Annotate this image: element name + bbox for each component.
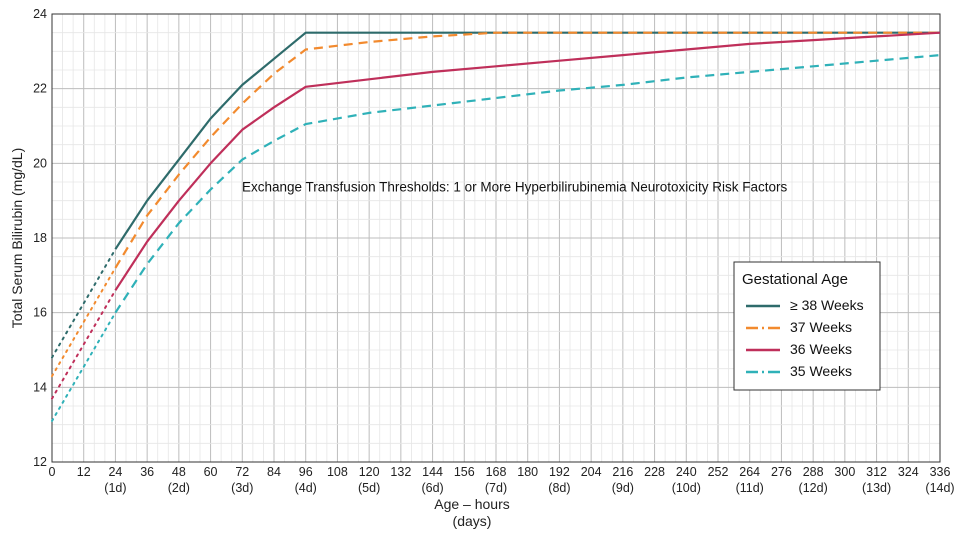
x-tick-label: 120 bbox=[359, 465, 380, 479]
x-tick-label: 288 bbox=[803, 465, 824, 479]
x-day-tick-label: (9d) bbox=[612, 481, 634, 495]
x-tick-label: 204 bbox=[581, 465, 602, 479]
x-tick-label: 36 bbox=[140, 465, 154, 479]
x-tick-label: 252 bbox=[708, 465, 729, 479]
x-tick-label: 156 bbox=[454, 465, 475, 479]
legend-label: 35 Weeks bbox=[790, 363, 852, 379]
y-tick-label: 22 bbox=[33, 82, 47, 96]
x-tick-label: 180 bbox=[517, 465, 538, 479]
x-tick-label: 0 bbox=[49, 465, 56, 479]
legend-title: Gestational Age bbox=[742, 271, 848, 288]
x-day-tick-label: (11d) bbox=[736, 481, 764, 495]
y-tick-label: 20 bbox=[33, 156, 47, 170]
series-line bbox=[114, 31, 940, 269]
x-tick-label: 192 bbox=[549, 465, 570, 479]
x-axis-title: Age – hours bbox=[434, 496, 510, 512]
y-tick-label: 24 bbox=[33, 7, 47, 21]
series-group bbox=[51, 31, 941, 422]
x-day-tick-label: (14d) bbox=[925, 481, 954, 495]
plot-frame bbox=[51, 13, 941, 463]
x-day-tick-label: (12d) bbox=[799, 481, 828, 495]
x-tick-label: 264 bbox=[739, 465, 760, 479]
grid bbox=[51, 13, 941, 463]
y-tick-label: 16 bbox=[33, 306, 47, 320]
y-tick-label: 12 bbox=[33, 455, 47, 469]
tick-labels: 0 12 24 36 48 60 72 84 96 108 120 132 144 156 168 180 19… bbox=[33, 7, 955, 495]
legend-label: 37 Weeks bbox=[790, 319, 852, 335]
series-extrapolation-line bbox=[51, 289, 117, 400]
x-day-tick-label: (7d) bbox=[485, 481, 507, 495]
x-tick-label: 144 bbox=[422, 465, 443, 479]
y-axis-title: Total Serum Bilirubin (mg/dL) bbox=[9, 148, 25, 329]
x-tick-label: 300 bbox=[834, 465, 855, 479]
x-tick-label: 60 bbox=[204, 465, 218, 479]
series-extrapolation-line bbox=[51, 311, 117, 422]
x-tick-label: 84 bbox=[267, 465, 281, 479]
x-tick-label: 168 bbox=[486, 465, 507, 479]
legend-label: ≥ 38 Weeks bbox=[790, 297, 864, 313]
x-tick-label: 336 bbox=[930, 465, 951, 479]
chart-annotation: Exchange Transfusion Thresholds: 1 or Mo… bbox=[242, 179, 787, 194]
x-day-tick-label: (3d) bbox=[231, 481, 253, 495]
x-tick-label: 96 bbox=[299, 465, 313, 479]
x-tick-label: 312 bbox=[866, 465, 887, 479]
x-day-tick-label: (4d) bbox=[295, 481, 317, 495]
series-line bbox=[114, 31, 941, 291]
series-extrapolation-line bbox=[51, 266, 117, 378]
x-day-tick-label: (10d) bbox=[672, 481, 701, 495]
x-day-tick-label: (5d) bbox=[358, 481, 380, 495]
x-tick-label: 72 bbox=[235, 465, 249, 479]
y-tick-label: 14 bbox=[33, 380, 47, 394]
series-line bbox=[114, 54, 941, 314]
legend: Gestational Age ≥ 38 Weeks 37 Weeks 36 Wee… bbox=[733, 261, 881, 391]
x-day-tick-label: (1d) bbox=[104, 481, 126, 495]
legend-items: ≥ 38 Weeks 37 Weeks 36 Weeks 35 Weeks bbox=[746, 297, 864, 379]
x-tick-label: 240 bbox=[676, 465, 697, 479]
x-day-tick-label: (2d) bbox=[168, 481, 190, 495]
x-tick-label: 108 bbox=[327, 465, 348, 479]
x-tick-label: 132 bbox=[390, 465, 411, 479]
x-tick-label: 228 bbox=[644, 465, 665, 479]
x-day-tick-label: (6d) bbox=[421, 481, 443, 495]
x-tick-label: 24 bbox=[108, 465, 122, 479]
x-tick-label: 48 bbox=[172, 465, 186, 479]
x-tick-label: 216 bbox=[612, 465, 633, 479]
legend-box bbox=[733, 261, 881, 391]
x-tick-label: 12 bbox=[77, 465, 91, 479]
x-tick-label: 324 bbox=[898, 465, 919, 479]
y-tick-label: 18 bbox=[33, 231, 47, 245]
series-extrapolation-line bbox=[51, 248, 117, 359]
x-axis-subtitle: (days) bbox=[453, 513, 492, 529]
x-day-tick-label: (13d) bbox=[862, 481, 891, 495]
legend-label: 36 Weeks bbox=[790, 341, 852, 357]
x-tick-label: 276 bbox=[771, 465, 792, 479]
x-day-tick-label: (8d) bbox=[548, 481, 570, 495]
